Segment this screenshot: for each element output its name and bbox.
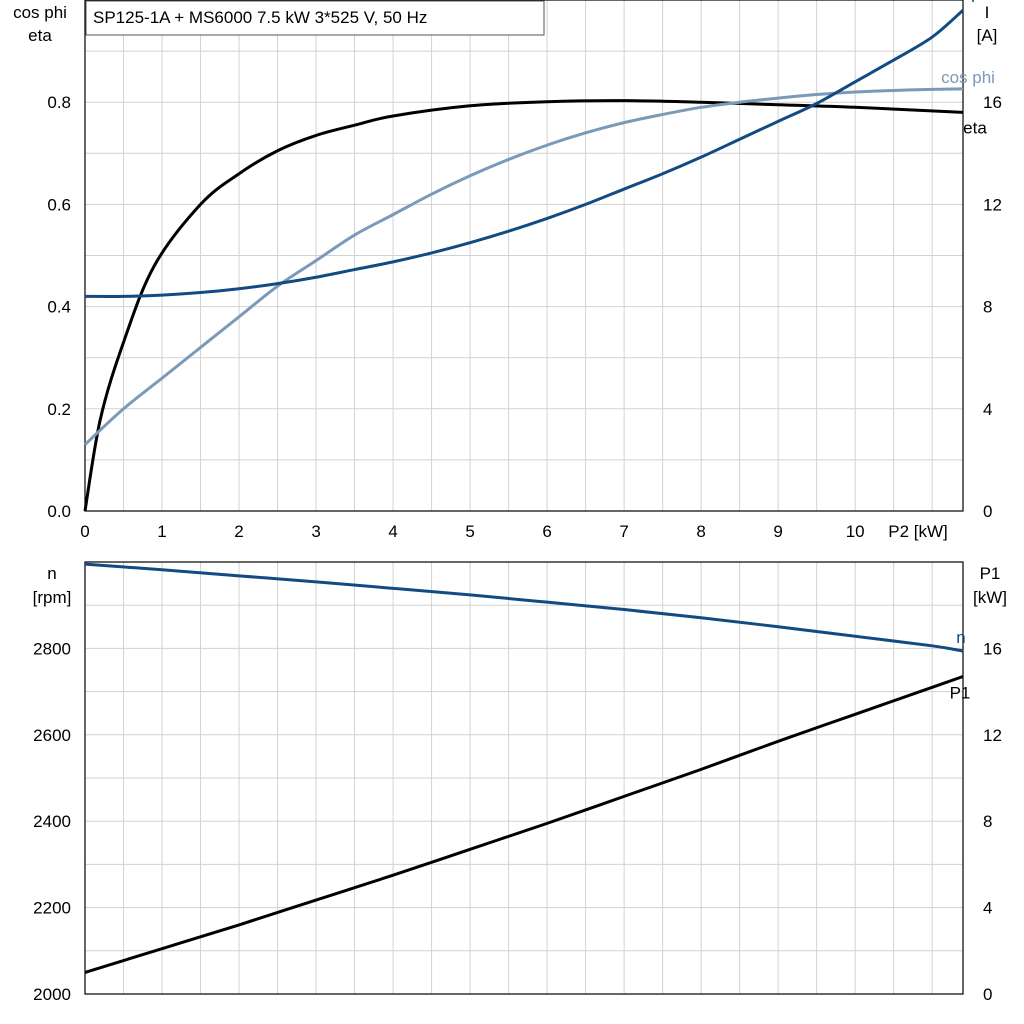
plot2-right-axis-label-line1: P1 xyxy=(980,564,1001,583)
plot1-left-axis-label-line2: eta xyxy=(28,26,52,45)
right-y-tick-label: 4 xyxy=(983,400,992,419)
plot2-ticks: 2000 2200 2400 2600 2800 0 4 8 12 16 xyxy=(33,639,1002,1004)
series-line-i xyxy=(84,9,964,298)
plot2-frame xyxy=(84,561,964,995)
left-y-tick-label: 2800 xyxy=(33,639,71,658)
right-y-tick-label: 4 xyxy=(983,899,992,918)
x-tick-label: 4 xyxy=(388,522,397,541)
x-tick-label: 10 xyxy=(846,522,865,541)
plot2-grid xyxy=(85,562,963,994)
series-line-cos-phi xyxy=(83,87,964,446)
right-y-tick-label: 16 xyxy=(983,93,1002,112)
left-y-tick-label: 0.8 xyxy=(47,93,71,112)
plot2-right-axis-label-line2: [kW] xyxy=(973,588,1007,607)
plot1-frame xyxy=(84,0,964,512)
chart-title: SP125-1A + MS6000 7.5 kW 3*525 V, 50 Hz xyxy=(93,8,427,27)
x-tick-label: 3 xyxy=(311,522,320,541)
chart-title-box: SP125-1A + MS6000 7.5 kW 3*525 V, 50 Hz xyxy=(85,0,545,36)
plot2-left-axis-label-line2: [rpm] xyxy=(33,588,72,607)
series-label-eta: eta xyxy=(963,118,987,137)
x-tick-label: 9 xyxy=(773,522,782,541)
left-y-tick-label: 0.0 xyxy=(47,502,71,521)
left-y-tick-label: 0.6 xyxy=(47,195,71,214)
left-y-tick-label: 2200 xyxy=(33,899,71,918)
left-y-tick-label: 0.4 xyxy=(47,298,71,317)
right-y-tick-label: 8 xyxy=(983,812,992,831)
plot2-series-labels: n P1 xyxy=(950,628,971,702)
left-y-tick-label: 2600 xyxy=(33,726,71,745)
series-line-p1 xyxy=(84,675,964,974)
plot2-series xyxy=(84,562,964,974)
left-y-tick-label: 2000 xyxy=(33,985,71,1004)
right-y-tick-label: 0 xyxy=(983,985,992,1004)
right-y-tick-label: 8 xyxy=(983,298,992,317)
series-label-n: n xyxy=(956,628,965,647)
series-label-i: I xyxy=(971,0,976,6)
series-line-n xyxy=(84,562,964,653)
x-tick-label: 2 xyxy=(234,522,243,541)
plot1-right-axis-label-line2: [A] xyxy=(977,26,998,45)
plot1-right-axis-label-line1: I xyxy=(985,3,990,22)
x-tick-label: 7 xyxy=(619,522,628,541)
plot1-x-axis-label: P2 [kW] xyxy=(888,522,948,541)
plot1-left-axis-label-line1: cos phi xyxy=(13,3,67,22)
plot1-series-labels: eta cos phi I xyxy=(941,0,995,137)
plot2-left-axis-label-line1: n xyxy=(47,564,56,583)
x-tick-label: 6 xyxy=(542,522,551,541)
plot1-grid xyxy=(85,0,963,511)
left-y-tick-label: 2400 xyxy=(33,812,71,831)
series-label-p1: P1 xyxy=(950,683,971,702)
right-y-tick-label: 0 xyxy=(983,502,992,521)
x-tick-label: 0 xyxy=(80,522,89,541)
right-y-tick-label: 12 xyxy=(983,726,1002,745)
left-y-tick-label: 0.2 xyxy=(47,400,71,419)
right-y-tick-label: 12 xyxy=(983,195,1002,214)
x-tick-label: 8 xyxy=(696,522,705,541)
plot1-series xyxy=(83,9,964,512)
series-line-eta xyxy=(83,99,964,512)
series-label-cos-phi: cos phi xyxy=(941,68,995,87)
x-tick-label: 1 xyxy=(157,522,166,541)
x-tick-label: 5 xyxy=(465,522,474,541)
right-y-tick-label: 16 xyxy=(983,639,1002,658)
